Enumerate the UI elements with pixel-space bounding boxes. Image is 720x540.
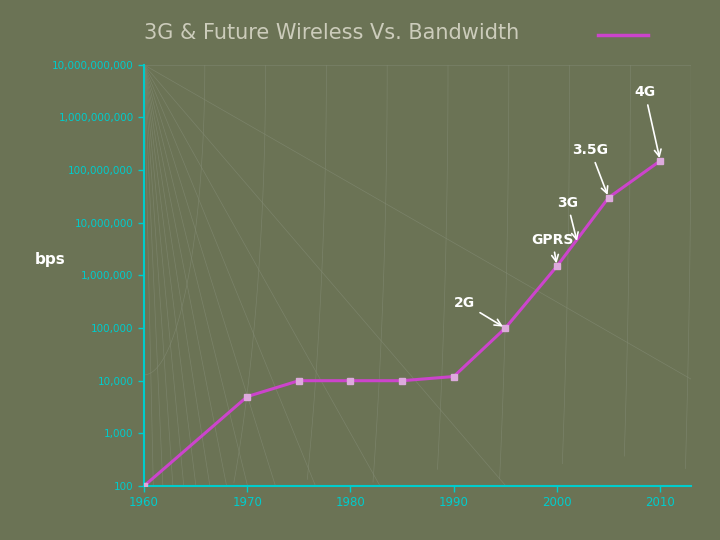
- Text: 3G: 3G: [557, 196, 578, 239]
- Text: 3G & Future Wireless Vs. Bandwidth: 3G & Future Wireless Vs. Bandwidth: [144, 23, 519, 43]
- Text: bps: bps: [35, 252, 66, 267]
- Text: 4G: 4G: [634, 85, 661, 156]
- Text: GPRS: GPRS: [531, 233, 574, 261]
- Text: 2G: 2G: [454, 296, 501, 326]
- Text: 3.5G: 3.5G: [572, 143, 608, 193]
